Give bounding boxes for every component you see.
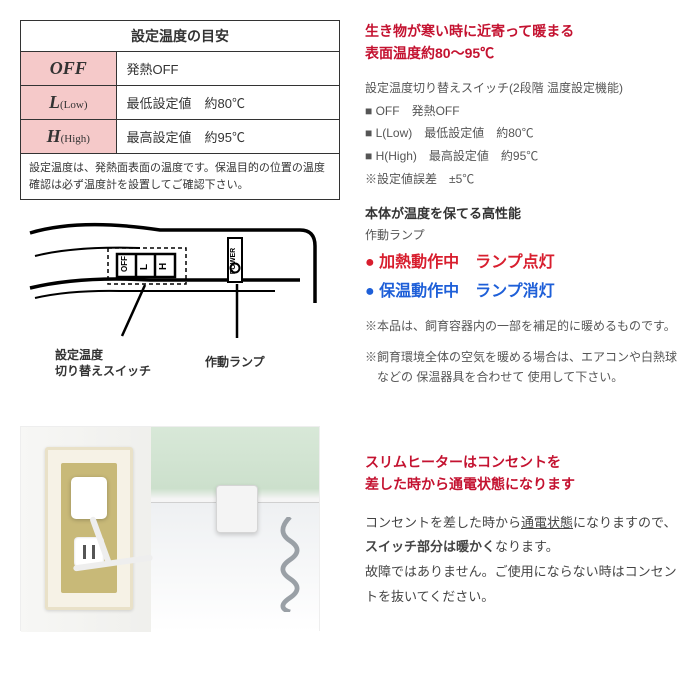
left-column-2 [20,426,340,631]
section-outlet: スリムヒーターはコンセントを 差した時から通電状態になります コンセントを差した… [20,426,680,631]
lamp-subtitle: 作動ランプ [365,226,680,243]
spec-item: ※設定値誤差 ±5℃ [365,168,680,191]
outlet-body-text: コンセントを差した時から通電状態になりますので、スイッチ部分は暖かくなります。 … [365,511,680,610]
table-row: OFF 発熱OFF [21,52,339,86]
row-label-low: L(Low) [21,86,116,120]
left-column-1: 設定温度の目安 OFF 発熱OFF L(Low) 最低設定値 約80℃ H(Hi… [20,20,340,396]
outlet-illustration [20,426,320,631]
spec-list: 設定温度切り替えスイッチ(2段階 温度設定機能) ■ OFF 発熱OFF ■ L… [365,77,680,191]
bullet-icon: ● [365,254,375,271]
diagram-h-label: H [158,263,169,270]
temperature-table: OFF 発熱OFF L(Low) 最低設定値 約80℃ H(High) 最高設定… [21,51,339,153]
guide-note: 設定温度は、発熱面表面の温度です。保温目的の位置の温度確認は必ず温度計を設置して… [21,153,339,199]
bold-text: スイッチ部分は暖かく [365,539,495,554]
spec-item: ■ H(High) 最高設定値 約95℃ [365,145,680,168]
spec-item: ■ OFF 発熱OFF [365,100,680,123]
diagram-off-label: OFF [120,256,129,272]
cable-icon [271,517,309,612]
headline-red-2: スリムヒーターはコンセントを 差した時から通電状態になります [365,451,680,496]
underline-text: 通電状態 [521,515,573,530]
footnote-2: ※飼育環境全体の空気を暖める場合は、エアコンや白熱球などの 保温器具を合わせて … [365,347,680,388]
row-label-off: OFF [21,52,116,86]
row-label-high: H(High) [21,120,116,154]
row-value: 発熱OFF [116,52,339,86]
diagram-power-label: POWER [230,248,237,274]
right-column-2: スリムヒーターはコンセントを 差した時から通電状態になります コンセントを差した… [365,426,680,631]
diagram-l-label: L [139,264,150,270]
lamp-heating: ● 加熱動作中 ランプ点灯 [365,249,680,278]
spec-title: 設定温度切り替えスイッチ(2段階 温度設定機能) [365,77,680,100]
footnote-1: ※本品は、飼育容器内の一部を補足的に暖めるものです。 [365,316,680,336]
guide-title: 設定温度の目安 [21,21,339,51]
temperature-guide-box: 設定温度の目安 OFF 発熱OFF L(Low) 最低設定値 約80℃ H(Hi… [20,20,340,200]
section-temperature: 設定温度の目安 OFF 発熱OFF L(Low) 最低設定値 約80℃ H(Hi… [20,20,680,396]
lamp-keeping: ● 保温動作中 ランプ消灯 [365,278,680,307]
headline-red: 生き物が寒い時に近寄って暖まる 表面温度約80～95℃ [365,20,680,65]
row-value: 最高設定値 約95℃ [116,120,339,154]
right-column-1: 生き物が寒い時に近寄って暖まる 表面温度約80～95℃ 設定温度切り替えスイッチ… [365,20,680,396]
table-row: L(Low) 最低設定値 約80℃ [21,86,339,120]
switch-diagram: OFF L H POWER 設定温度切り替えスイッチ 作動ランプ [20,218,320,396]
spec-item: ■ L(Low) 最低設定値 約80℃ [365,122,680,145]
table-row: H(High) 最高設定値 約95℃ [21,120,339,154]
lamp-label: 作動ランプ [205,355,265,371]
row-value: 最低設定値 約80℃ [116,86,339,120]
bullet-icon: ● [365,283,375,300]
switch-label: 設定温度切り替えスイッチ [55,348,151,379]
performance-heading: 本体が温度を保てる高性能 [365,203,680,222]
